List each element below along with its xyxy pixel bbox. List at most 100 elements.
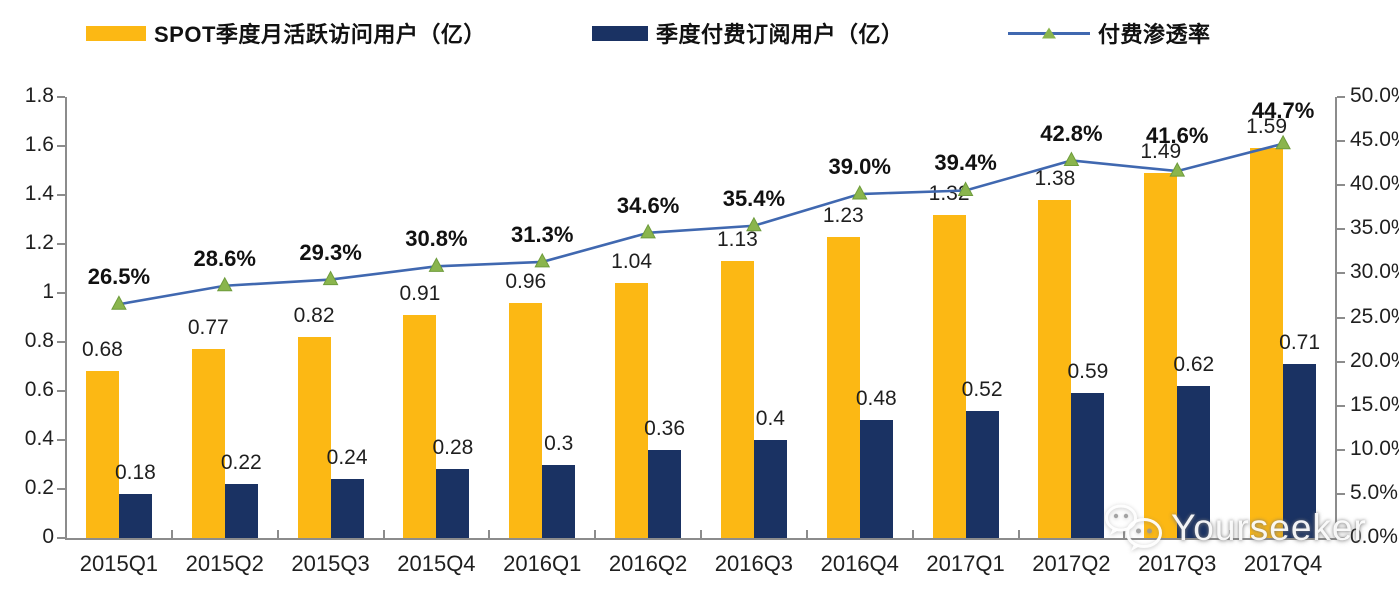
y-axis-left-tick: [57, 341, 65, 343]
x-axis-tick: [1229, 530, 1232, 538]
bar-subscribers-value-label: 0.36: [644, 416, 686, 440]
y-axis-right-tick: [1337, 492, 1345, 495]
y-axis-right-tick: [1337, 316, 1345, 319]
x-axis-label: 2016Q2: [608, 551, 688, 576]
y-axis-left-label: 0: [42, 525, 54, 548]
bar-subscribers: [965, 410, 999, 538]
legend-line-swatch-icon: [1008, 27, 1090, 39]
watermark-text: Yourseeker: [1171, 507, 1367, 548]
y-axis-left-label: 1.6: [24, 133, 54, 156]
y-axis-right-label: 15.0%: [1350, 392, 1399, 416]
bar-mau-value-label: 1.32: [928, 181, 970, 205]
penetration-percent-label: 44.7%: [1251, 98, 1315, 124]
y-axis-right-label: 10.0%: [1350, 436, 1399, 460]
penetration-percent-label: 39.4%: [934, 150, 997, 176]
penetration-percent-label: 29.3%: [299, 239, 362, 265]
y-axis-left-label: 1: [42, 280, 54, 303]
y-axis-right-tick: [1337, 272, 1345, 275]
x-axis-label: 2016Q3: [714, 551, 794, 576]
bar-subscribers: [224, 484, 258, 538]
legend-label: SPOT季度月活跃访问用户（亿）: [154, 22, 486, 47]
penetration-percent-label: 35.4%: [722, 185, 786, 211]
watermark: Yourseeker: [1103, 502, 1367, 554]
x-axis-tick: [488, 530, 491, 538]
y-axis-left-tick: [57, 194, 65, 196]
y-axis-left-tick: [57, 488, 65, 490]
bar-subscribers: [859, 420, 893, 538]
y-axis-right-label: 45.0%: [1350, 128, 1399, 152]
bar-subscribers-value-label: 0.48: [855, 387, 897, 411]
x-axis-tick: [1123, 530, 1126, 538]
y-axis-left-label: 0.8: [24, 329, 54, 352]
triangle-marker-icon: [216, 276, 233, 292]
triangle-marker-icon: [640, 223, 656, 239]
y-axis-left-label: 1.8: [24, 84, 54, 107]
y-axis-right-label: 35.0%: [1350, 216, 1399, 240]
penetration-percent-label: 30.8%: [405, 226, 468, 252]
x-axis-label: 2016Q4: [820, 551, 899, 576]
penetration-percent-label: 42.8%: [1040, 120, 1103, 146]
bar-subscribers: [753, 440, 787, 538]
bar-subscribers: [1071, 393, 1105, 538]
bar-subscribers: [118, 493, 152, 538]
legend-label: 付费渗透率: [1098, 22, 1211, 47]
y-axis-left-label: 1.2: [24, 231, 54, 254]
y-axis-left-tick: [57, 292, 65, 294]
y-axis-right-label: 30.0%: [1350, 260, 1399, 284]
y-axis-left-label: 0.2: [24, 476, 54, 499]
bar-mau-value-label: 0.91: [399, 282, 441, 306]
bar-subscribers: [648, 449, 682, 538]
x-axis-label: 2017Q1: [926, 551, 1005, 576]
bar-mau: [932, 214, 966, 538]
bar-subscribers: [1283, 364, 1317, 538]
bar-mau-value-label: 0.96: [505, 269, 547, 293]
x-axis-tick: [382, 530, 385, 538]
bar-mau-value-label: 0.68: [81, 338, 123, 362]
bar-subscribers: [330, 479, 364, 538]
y-axis-right-tick: [1337, 96, 1345, 98]
bar-mau-value-label: 1.04: [611, 250, 653, 274]
y-axis-right-label: 5.0%: [1350, 480, 1398, 504]
bottom-axis-spine: [65, 538, 1337, 540]
bar-mau-value-label: 1.13: [716, 228, 758, 252]
penetration-percent-label: 41.6%: [1146, 122, 1209, 148]
y-axis-right-tick: [1337, 140, 1345, 143]
penetration-percent-label: 34.6%: [616, 192, 680, 218]
bar-mau: [297, 337, 331, 538]
legend-label: 季度付费订阅用户（亿）: [656, 22, 904, 47]
y-axis-right-tick: [1337, 404, 1345, 407]
y-axis-right-tick: [1337, 184, 1345, 187]
bar-subscribers-value-label: 0.52: [961, 377, 1003, 401]
bar-mau-value-label: 1.38: [1034, 166, 1076, 190]
bar-subscribers-value-label: 0.3: [544, 431, 574, 455]
bar-subscribers-value-label: 0.24: [326, 446, 368, 470]
bar-subscribers: [436, 469, 470, 538]
x-axis-tick: [805, 530, 808, 538]
bar-mau: [509, 302, 543, 538]
triangle-marker-icon: [322, 270, 339, 286]
x-axis-label: 2015Q2: [185, 551, 264, 576]
x-axis-label: 2016Q1: [503, 551, 582, 576]
y-axis-left-label: 0.4: [24, 427, 54, 450]
y-axis-left-tick: [57, 439, 65, 441]
x-axis-tick: [700, 530, 702, 538]
legend-bar-swatch-icon: [592, 25, 648, 41]
triangle-marker-icon: [1063, 151, 1080, 167]
bar-mau: [85, 371, 119, 538]
x-axis-tick: [1017, 530, 1020, 538]
bar-mau: [403, 315, 437, 538]
x-axis-tick: [594, 530, 597, 538]
bar-subscribers-value-label: 0.22: [220, 451, 262, 475]
bar-mau-value-label: 1.23: [822, 203, 864, 227]
bar-mau: [615, 283, 649, 538]
penetration-percent-label: 31.3%: [511, 221, 574, 247]
x-axis-label: 2015Q4: [397, 551, 476, 576]
x-axis-tick: [276, 530, 279, 538]
bar-mau-value-label: 0.77: [187, 316, 229, 340]
triangle-marker-icon: [534, 252, 551, 268]
y-axis-right-label: 0.0%: [1350, 525, 1398, 548]
y-axis-right-tick: [1337, 360, 1345, 363]
y-axis-right-tick: [1337, 537, 1345, 539]
y-axis-right-label: 25.0%: [1350, 304, 1399, 328]
